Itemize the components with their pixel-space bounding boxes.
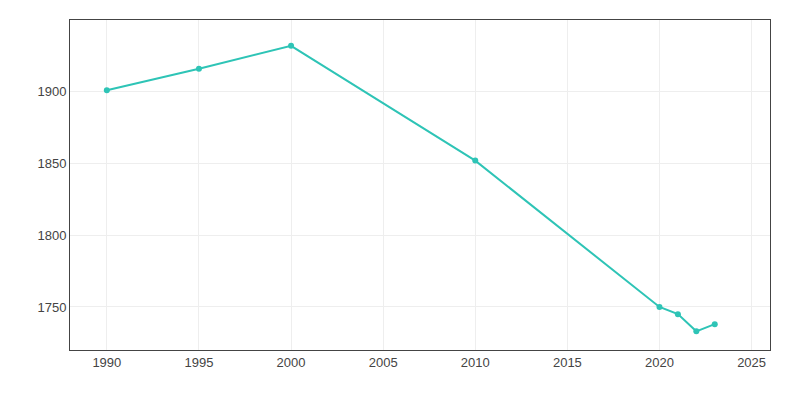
svg-text:2020: 2020 — [645, 355, 674, 370]
svg-text:2015: 2015 — [553, 355, 582, 370]
svg-text:1900: 1900 — [37, 84, 66, 99]
svg-text:2005: 2005 — [369, 355, 398, 370]
svg-text:2025: 2025 — [737, 355, 766, 370]
svg-text:2010: 2010 — [461, 355, 490, 370]
svg-text:1800: 1800 — [37, 228, 66, 243]
svg-text:2000: 2000 — [277, 355, 306, 370]
svg-text:1990: 1990 — [92, 355, 121, 370]
svg-text:1750: 1750 — [37, 300, 66, 315]
svg-text:1995: 1995 — [184, 355, 213, 370]
svg-text:1850: 1850 — [37, 156, 66, 171]
